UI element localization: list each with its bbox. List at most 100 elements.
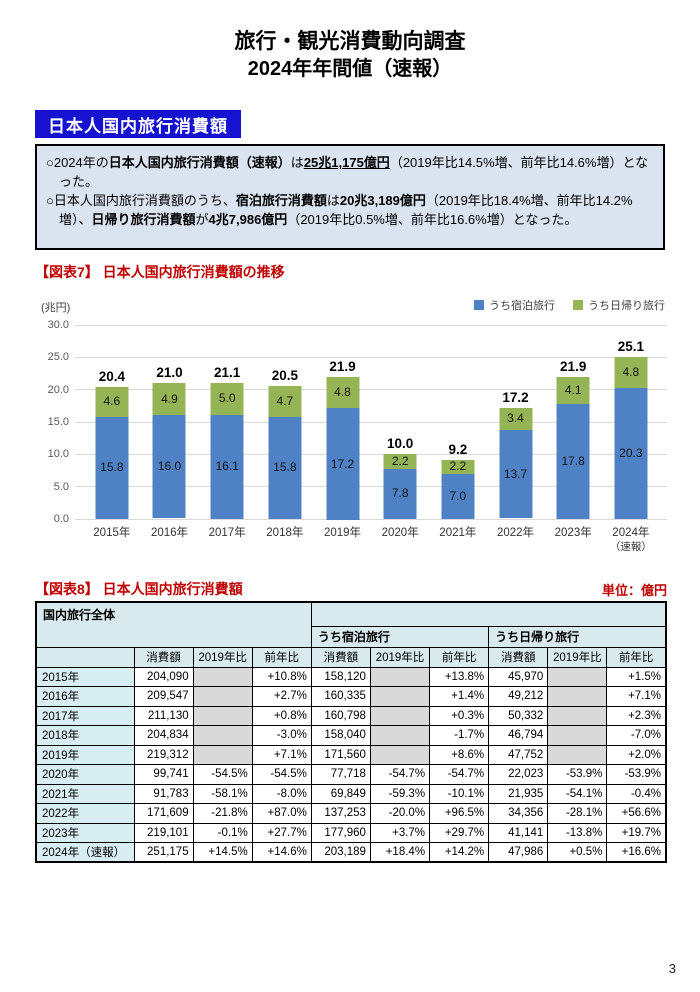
table-value-cell: +87.0% <box>251 803 312 824</box>
x-axis-label: 2018年 <box>252 526 318 540</box>
table-value-cell: 49,212 <box>488 686 549 707</box>
table-value-cell: +7.1% <box>251 744 312 765</box>
legend-label-daytrip: うち日帰り旅行 <box>588 300 665 312</box>
table-row: 2024年（速報） 251,175 +14.5% +14.6% 203,189 +18.4… <box>35 842 667 863</box>
table-value-cell: +14.6% <box>251 842 312 863</box>
gridline <box>75 453 667 455</box>
table-year-cell: 2024年（速報） <box>35 842 135 863</box>
summary-text-run: は <box>326 193 340 208</box>
table-empty-cell <box>369 666 431 687</box>
figure7-chart: (兆円) うち宿泊旅行 うち日帰り旅行 0.0 5.0 10.0 15.0 20.0 25… <box>35 293 667 565</box>
table-value-cell: +2.3% <box>606 705 667 726</box>
gridline <box>75 324 667 326</box>
bar-group-2015年: 20.4 4.6 15.8 2015年 <box>83 325 141 539</box>
table-value-cell: +14.5% <box>192 842 253 863</box>
figure8-table: 国内旅行全体 うち宿泊旅行 うち日帰り旅行 消費額 2019年比 前年比 消費額 2019年比… <box>35 601 667 863</box>
stacked-bar: 2.2 7.0 <box>441 459 475 519</box>
table-column-header: 前年比 <box>251 646 312 668</box>
x-axis-label: 2023年 <box>540 526 606 540</box>
table-value-cell: +0.3% <box>429 705 490 726</box>
x-axis-label: 2020年 <box>367 526 433 540</box>
table-column-header: 前年比 <box>429 646 490 668</box>
table-value-cell: 251,175 <box>133 842 194 863</box>
table-value-cell: 41,141 <box>488 822 549 843</box>
table-empty-cell <box>547 705 608 726</box>
table-value-cell: -54.5% <box>251 764 312 785</box>
table-value-cell: +19.7% <box>606 822 667 843</box>
x-axis-label: 2019年 <box>310 526 376 540</box>
table-value-cell: 77,718 <box>310 764 371 785</box>
bar-segment-lodging: 16.0 <box>152 414 186 519</box>
bar-segment-lodging: 16.1 <box>210 414 244 519</box>
summary-paragraph-1: ○2024年の日本人国内旅行消費額（速報）は25兆1,175億円（2019年比1… <box>46 153 654 191</box>
bar-segment-daytrip: 2.2 <box>441 459 475 474</box>
summary-text-run: 宿泊旅行消費額 <box>235 193 327 208</box>
table-value-cell: -21.8% <box>192 803 253 824</box>
x-axis-label: 2022年 <box>483 526 549 540</box>
table-empty-cell <box>369 725 431 746</box>
bar-group-2016年: 21.0 4.9 16.0 2016年 <box>141 325 199 539</box>
table-subgroup-header-0: うち宿泊旅行 <box>310 625 490 648</box>
bar-segment-daytrip: 3.4 <box>499 407 533 430</box>
table-empty-cell <box>547 744 608 765</box>
table-unit-label: 単位：億円 <box>601 583 667 598</box>
table-value-cell: +27.7% <box>251 822 312 843</box>
bar-segment-daytrip: 4.6 <box>95 387 129 417</box>
table-value-cell: 171,560 <box>310 744 371 765</box>
table-value-cell: +3.7% <box>369 822 431 843</box>
table-value-cell: 21,935 <box>488 783 549 804</box>
x-axis-label-line: 2024年 <box>612 527 650 539</box>
summary-text-run: （2019年比0.5%増、前年比16.6%増）となった。 <box>287 212 578 227</box>
table-value-cell: -58.1% <box>192 783 253 804</box>
table-value-cell: 47,752 <box>488 744 549 765</box>
bar-group-2023年: 21.9 4.1 17.8 2023年 <box>544 325 602 539</box>
table-value-cell: 203,189 <box>310 842 371 863</box>
table-value-cell: 99,741 <box>133 764 194 785</box>
table-value-cell: -54.5% <box>192 764 253 785</box>
table-year-cell: 2015年 <box>35 666 135 687</box>
bar-total-label: 20.4 <box>98 369 125 385</box>
table-empty-cell <box>369 705 431 726</box>
x-axis-label-line: 2017年 <box>208 527 246 539</box>
table-value-cell: 204,834 <box>133 725 194 746</box>
stacked-bar: 5.0 16.1 <box>210 382 244 519</box>
section-label: 日本人国内旅行消費額 <box>35 110 241 138</box>
bar-segment-daytrip: 4.9 <box>152 383 186 415</box>
table-value-cell: 158,040 <box>310 725 371 746</box>
x-axis-label: 2015年 <box>79 526 145 540</box>
table-value-cell: +7.1% <box>606 686 667 707</box>
page-title-line1: 旅行・観光消費動向調査 <box>234 30 466 53</box>
table-empty-cell <box>547 666 608 687</box>
table-year-cell: 2017年 <box>35 705 135 726</box>
bar-group-2021年: 9.2 2.2 7.0 2021年 <box>429 325 487 539</box>
x-axis-label-line: 2016年 <box>150 527 189 539</box>
y-axis-unit-label: (兆円) <box>41 302 71 314</box>
table-column-header: 消費額 <box>133 646 194 668</box>
table-value-cell: 137,253 <box>310 803 371 824</box>
bar-segment-lodging: 7.0 <box>441 473 475 519</box>
summary-text-run: 日本人国内旅行消費額（速報） <box>108 155 291 170</box>
table-value-cell: -1.7% <box>429 725 490 746</box>
table-row: 2016年 209,547 +2.7% 160,335 +1.4% 49,212 +7.1% <box>35 686 667 707</box>
x-axis-label: 2016年 <box>137 526 203 540</box>
table-empty-cell <box>369 744 431 765</box>
bar-total-label: 25.1 <box>617 338 644 354</box>
bar-group-2017年: 21.1 5.0 16.1 2017年 <box>198 325 256 539</box>
summary-text-run: （2019年比14.5%増、前年比14.6%増）となった。 <box>59 155 649 189</box>
table-value-cell: 160,335 <box>310 686 371 707</box>
table-value-cell: -53.9% <box>606 764 667 785</box>
legend-swatch-daytrip-icon <box>573 300 583 310</box>
x-axis-label: 2024年 （速報） <box>598 526 664 554</box>
x-axis-label-line: 2019年 <box>323 527 362 539</box>
table-value-cell: 204,090 <box>133 666 194 687</box>
chart-legend: うち宿泊旅行 うち日帰り旅行 <box>474 297 665 313</box>
table-value-cell: -7.0% <box>606 725 667 746</box>
stacked-bar: 4.8 17.2 <box>326 377 359 520</box>
table-year-cell: 2019年 <box>35 744 135 765</box>
table-value-cell: 160,798 <box>310 705 371 726</box>
table-row: 2019年 219,312 +7.1% 171,560 +8.6% 47,752 +2.0% <box>35 744 667 765</box>
page-title-line2: 2024年年間値（速報） <box>247 58 453 80</box>
table-value-cell: 158,120 <box>310 666 371 687</box>
figure7-title: 【図表7】 日本人国内旅行消費額の推移 <box>35 264 285 280</box>
table-value-cell: 219,101 <box>133 822 194 843</box>
